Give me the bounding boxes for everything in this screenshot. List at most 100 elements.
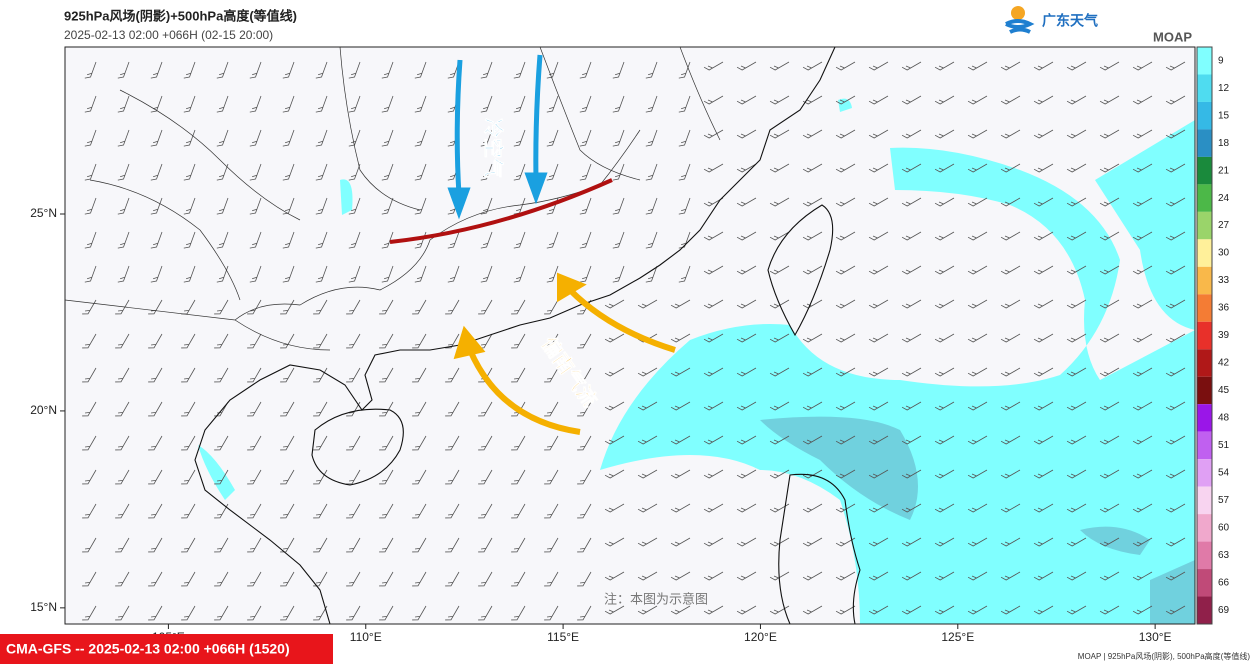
wind-barb: [802, 503, 823, 513]
wind-barb: [1033, 503, 1054, 513]
wind-barb: [1000, 231, 1021, 241]
colorbar-label: 33: [1218, 275, 1230, 286]
wind-barb: [967, 333, 988, 343]
wind-barb: [1066, 571, 1087, 581]
wind-barb: [637, 367, 658, 377]
wind-barb: [637, 469, 658, 479]
wind-barb: [214, 469, 229, 485]
wind-barb: [802, 61, 823, 71]
wind-barb: [544, 401, 559, 417]
wind-barb: [150, 61, 163, 79]
wind-barb: [445, 367, 460, 383]
wind-barb: [1033, 367, 1054, 377]
colorbar-swatch: [1197, 569, 1212, 597]
colorbar-label: 69: [1218, 605, 1230, 616]
wind-barb: [216, 61, 229, 79]
wind-barb: [445, 299, 460, 315]
wind-barb: [148, 435, 163, 451]
wind-barb: [1165, 503, 1186, 513]
wind-barb: [445, 333, 460, 349]
wind-barb: [1000, 469, 1021, 479]
footer-left: CMA-GFS -- 2025-02-13 02:00 +066H (1520): [6, 641, 290, 657]
wind-barb: [967, 129, 988, 139]
wind-barb: [802, 367, 823, 377]
wind-barb: [736, 61, 757, 71]
wind-barb: [249, 231, 262, 249]
wind-barb: [637, 435, 658, 445]
wind-barb: [313, 503, 328, 519]
wind-barb: [1033, 163, 1054, 173]
wind-barb: [1132, 299, 1153, 309]
front-line: [389, 178, 613, 244]
wind-barb: [412, 605, 427, 621]
province-borders: [65, 47, 721, 351]
wind-barb: [1066, 435, 1087, 445]
wind-barb: [736, 197, 757, 207]
strong-wind-shading: [760, 416, 1195, 624]
colorbar-label: 15: [1218, 110, 1230, 121]
wind-barb: [934, 367, 955, 377]
cold-air-label: 冷空气: [482, 118, 506, 178]
wind-barb: [901, 571, 922, 581]
wind-barb: [736, 605, 757, 615]
wind-barb: [82, 333, 97, 349]
wind-barb: [769, 333, 790, 343]
wind-barb: [546, 129, 559, 147]
wind-barb: [579, 61, 592, 79]
wind-barb: [1000, 265, 1021, 275]
wind-barb: [315, 197, 328, 215]
wind-barb: [678, 129, 691, 147]
wind-barb: [1033, 231, 1054, 241]
wind-barb: [967, 61, 988, 71]
wind-barb: [1132, 605, 1153, 615]
wind-barb: [637, 571, 658, 581]
wind-barb: [604, 571, 625, 581]
wind-barb: [148, 571, 163, 587]
wind-barb: [1165, 95, 1186, 105]
wind-barb: [546, 95, 559, 113]
wind-barb: [348, 265, 361, 283]
wind-barb: [901, 197, 922, 207]
wind-barb: [934, 469, 955, 479]
wind-barb: [249, 95, 262, 113]
wind-barb: [546, 265, 559, 283]
wind-barb: [1099, 435, 1120, 445]
wind-barb: [115, 299, 130, 315]
wind-barb: [670, 333, 691, 343]
wind-barb: [183, 129, 196, 147]
wind-barb: [115, 537, 130, 553]
wind-barb: [346, 469, 361, 485]
wind-barb: [1099, 367, 1120, 377]
wind-barb: [577, 571, 592, 587]
wind-barb: [150, 265, 163, 283]
wind-barb: [868, 435, 889, 445]
wind-barb: [115, 333, 130, 349]
wind-barb: [280, 537, 295, 553]
wind-barb: [1033, 401, 1054, 411]
wind-barb: [346, 401, 361, 417]
wind-barb: [868, 367, 889, 377]
wind-barb: [1099, 197, 1120, 207]
wind-barb: [678, 163, 691, 181]
wind-barb: [1000, 61, 1021, 71]
wind-barb: [637, 537, 658, 547]
wind-barb: [1165, 435, 1186, 445]
wind-barb: [315, 61, 328, 79]
wind-barb: [115, 605, 130, 621]
wind-barb: [84, 265, 97, 283]
wind-barb: [346, 299, 361, 315]
colorbar-swatch: [1197, 101, 1212, 130]
wind-barb: [247, 299, 262, 315]
wind-barb: [802, 401, 823, 411]
wind-barb: [480, 129, 493, 147]
footer-box: [0, 634, 333, 664]
wind-barb: [703, 571, 724, 581]
wind-barb: [703, 231, 724, 241]
wind-barb: [478, 435, 493, 451]
wind-barb: [216, 197, 229, 215]
wind-barb: [379, 333, 394, 349]
colorbar-swatch: [1197, 349, 1212, 377]
wind-barb: [934, 435, 955, 445]
wind-barb: [835, 503, 856, 513]
wind-barb: [511, 503, 526, 519]
